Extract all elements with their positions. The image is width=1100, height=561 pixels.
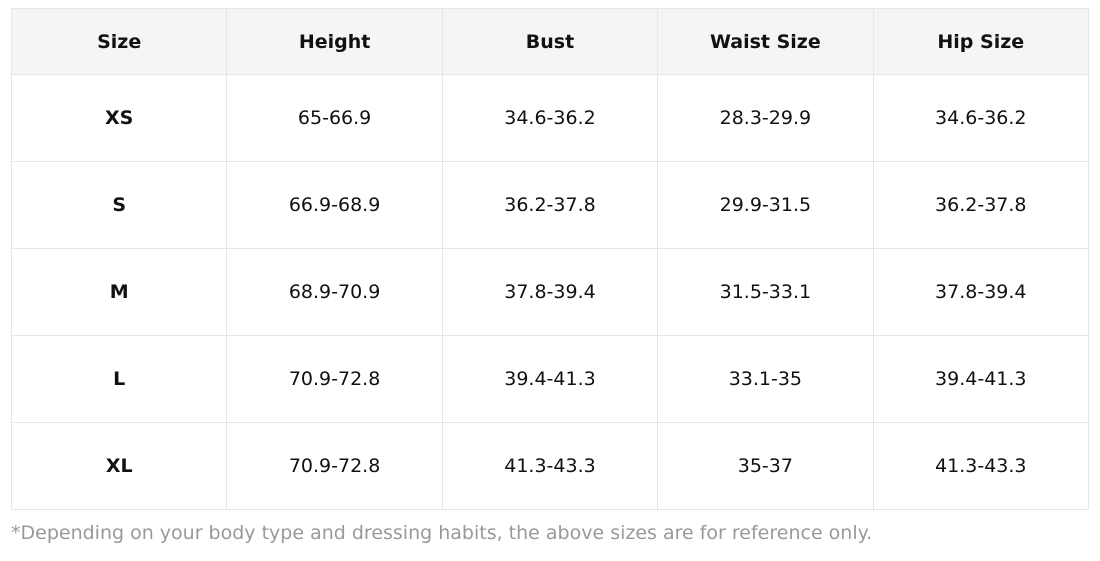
table-cell: 33.1-35 bbox=[657, 335, 874, 423]
table-cell: 39.4-41.3 bbox=[872, 335, 1090, 423]
table-cell: 66.9-68.9 bbox=[226, 161, 443, 249]
table-row: L 70.9-72.8 39.4-41.3 33.1-35 39.4-41.3 bbox=[10, 335, 1090, 423]
table-cell: 37.8-39.4 bbox=[872, 248, 1090, 336]
table-cell: S bbox=[10, 161, 228, 249]
header-cell: Waist Size bbox=[657, 8, 874, 75]
table-cell: 41.3-43.3 bbox=[441, 422, 659, 510]
table-cell: XL bbox=[10, 422, 228, 510]
table-cell: 29.9-31.5 bbox=[657, 161, 874, 249]
table-cell: 65-66.9 bbox=[226, 74, 443, 162]
note: *Depending on your body type and dressin… bbox=[11, 522, 873, 544]
table-cell: 35-37 bbox=[657, 422, 874, 510]
header-cell: Height bbox=[226, 8, 443, 75]
table-cell: 70.9-72.8 bbox=[226, 422, 443, 510]
table-row: S 66.9-68.9 36.2-37.8 29.9-31.5 36.2-37.8 bbox=[10, 161, 1090, 249]
header-cell: Bust bbox=[441, 8, 659, 75]
table-cell: 68.9-70.9 bbox=[226, 248, 443, 336]
header-cell: Hip Size bbox=[872, 8, 1090, 75]
table-row: M 68.9-70.9 37.8-39.4 31.5-33.1 37.8-39.4 bbox=[10, 248, 1090, 336]
table-cell: XS bbox=[10, 74, 228, 162]
header-cell: Size bbox=[10, 8, 228, 75]
table-cell: 37.8-39.4 bbox=[441, 248, 659, 336]
header-row: Size Height Bust Waist Size Hip Size bbox=[10, 8, 1090, 75]
table-cell: 39.4-41.3 bbox=[441, 335, 659, 423]
table-cell: 31.5-33.1 bbox=[657, 248, 874, 336]
table-row: XL 70.9-72.8 41.3-43.3 35-37 41.3-43.3 bbox=[10, 422, 1090, 510]
size-table: Size Height Bust Waist Size Hip Size XS 65-66.… bbox=[10, 8, 1090, 510]
table-cell: 41.3-43.3 bbox=[872, 422, 1090, 510]
table-cell: 36.2-37.8 bbox=[441, 161, 659, 249]
table-cell: 34.6-36.2 bbox=[872, 74, 1090, 162]
table-cell: 34.6-36.2 bbox=[441, 74, 659, 162]
table-cell: 28.3-29.9 bbox=[657, 74, 874, 162]
table-cell: M bbox=[10, 248, 228, 336]
table-cell: 36.2-37.8 bbox=[872, 161, 1090, 249]
table-row: XS 65-66.9 34.6-36.2 28.3-29.9 34.6-36.2 bbox=[10, 74, 1090, 162]
table-cell: 70.9-72.8 bbox=[226, 335, 443, 423]
table-body: XS 65-66.9 34.6-36.2 28.3-29.9 34.6-36.2 S 66.… bbox=[10, 74, 1090, 510]
table-cell: L bbox=[10, 335, 228, 423]
